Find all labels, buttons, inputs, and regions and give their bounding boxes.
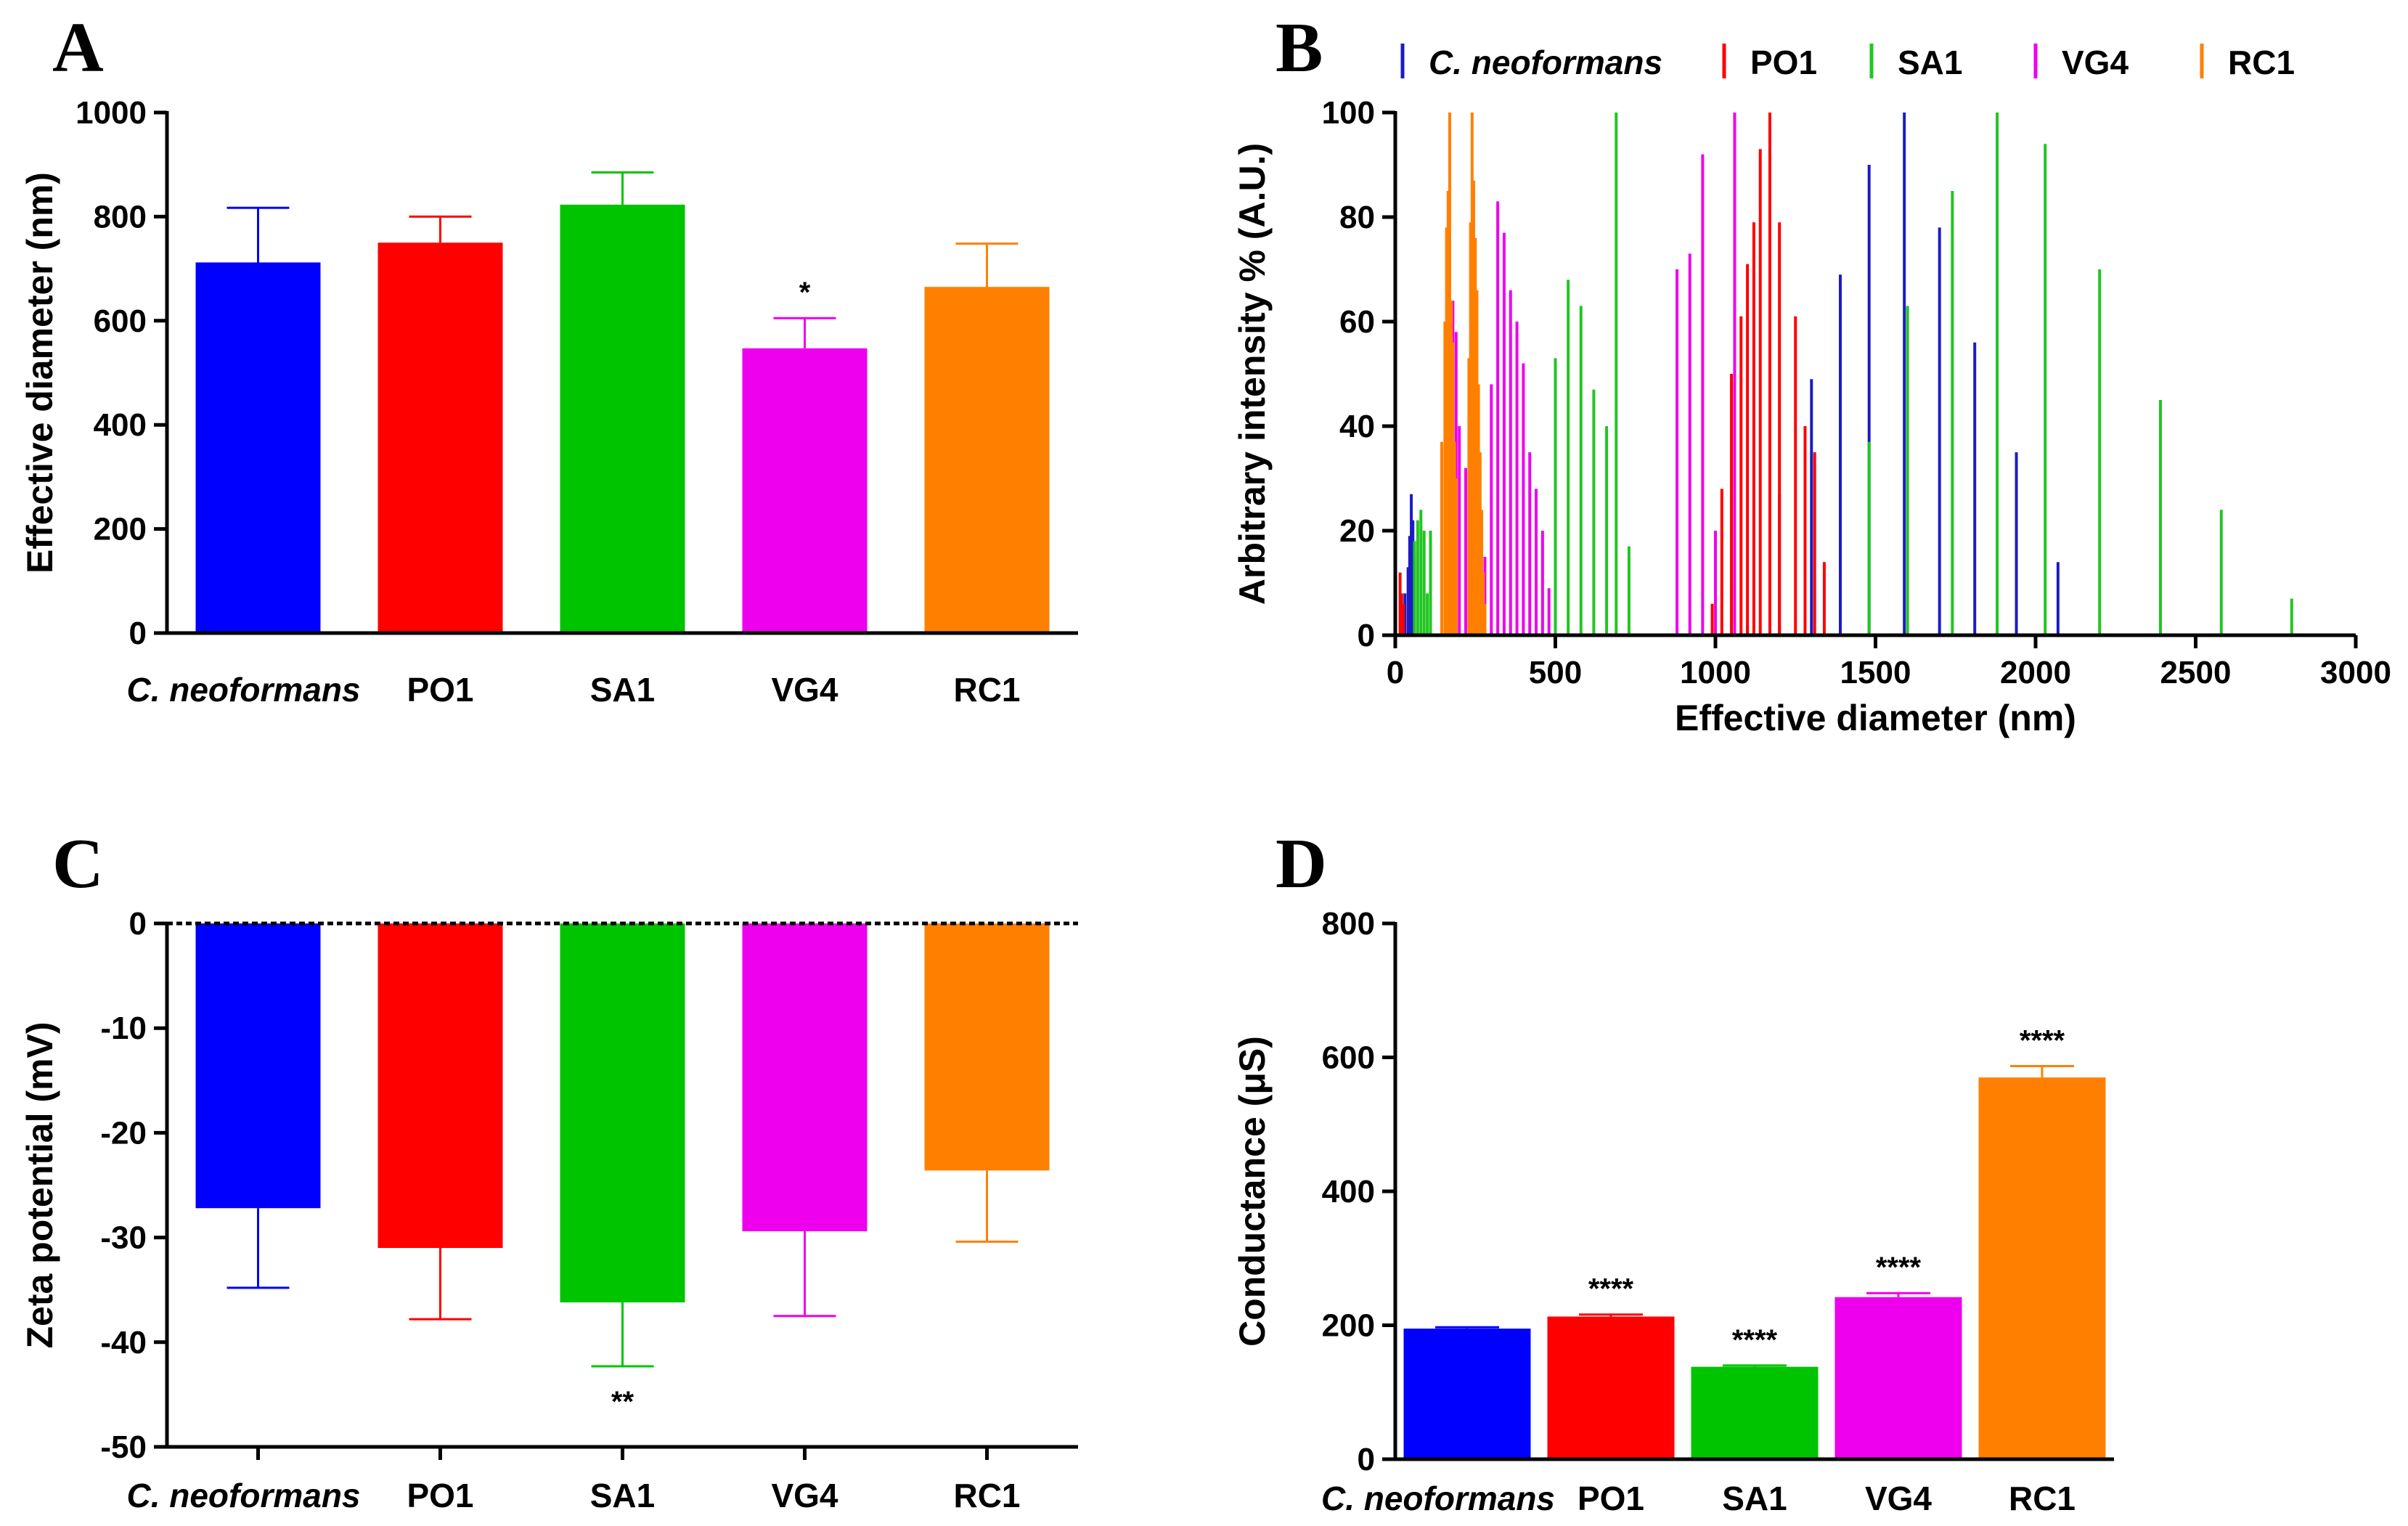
significance-vg4: * [799, 277, 811, 309]
legend: C. neoformans PO1 SA1 VG4 RC1 [1400, 44, 2295, 81]
y-tick-label: 80 [1339, 200, 1375, 235]
significance-sa1: **** [1732, 1324, 1778, 1356]
category-label-po1: PO1 [407, 671, 473, 709]
category-label-vg4: VG4 [771, 671, 838, 709]
x-tick-label: 2500 [2160, 655, 2232, 690]
y-tick-label: -20 [100, 1115, 147, 1151]
y-tick-label: 400 [94, 407, 147, 443]
category-label-c-neoformans: C. neoformans [1321, 1480, 1555, 1517]
y-tick-label: 100 [1322, 95, 1375, 131]
y-tick-label: 0 [129, 616, 147, 651]
y-axis-label: Effective diameter (nm) [20, 172, 60, 574]
panel-letter-c: C [52, 825, 104, 903]
category-label-po1: PO1 [1578, 1480, 1644, 1517]
category-label-vg4: VG4 [771, 1477, 838, 1514]
panel-a-effective-diameter-chart: 0 200 400 600 800 1000 Effective diameter (nm)… [20, 95, 1078, 709]
y-tick-label: 200 [94, 512, 147, 547]
x-tick-label: 3000 [2320, 655, 2391, 690]
panel-letter-b: B [1276, 9, 1323, 87]
bar-po1 [1547, 1316, 1675, 1459]
bar-vg4 [742, 923, 868, 1231]
x-tick-label: 1500 [1840, 655, 1911, 690]
panel-c-zeta-potential-chart: 0 -10 -20 -30 -40 -50 Zeta potential (mV) C. ne… [20, 906, 1078, 1514]
legend-label-sa1: SA1 [1898, 44, 1962, 81]
y-tick-label: -30 [100, 1220, 147, 1256]
y-tick-label: 0 [1358, 618, 1375, 653]
significance-vg4: **** [1876, 1252, 1922, 1284]
bar-c-neoformans [195, 262, 321, 633]
significance-po1: **** [1588, 1273, 1634, 1305]
category-label-rc1: RC1 [2009, 1480, 2076, 1517]
y-tick-label: 200 [1322, 1308, 1375, 1344]
y-axis-label: Arbitrary intensity % (A.U.) [1232, 143, 1273, 605]
significance-rc1: **** [2020, 1024, 2065, 1056]
y-tick-label: 20 [1339, 513, 1375, 549]
legend-label-c-neoformans: C. neoformans [1429, 44, 1662, 81]
bar-po1 [377, 242, 503, 633]
y-tick-label: 0 [1358, 1442, 1375, 1477]
y-tick-label: 60 [1339, 304, 1375, 340]
y-tick-label: -50 [100, 1429, 147, 1465]
bar-vg4 [1834, 1297, 1962, 1459]
bar-po1 [377, 923, 503, 1249]
significance-sa1: ** [611, 1386, 634, 1418]
category-label-c-neoformans: C. neoformans [126, 671, 360, 709]
category-label-sa1: SA1 [1722, 1480, 1787, 1517]
y-tick-label: 40 [1339, 409, 1375, 444]
panel-letter-a: A [52, 9, 104, 87]
bar-c-neoformans [195, 923, 321, 1209]
bar-sa1 [1691, 1366, 1819, 1459]
category-label-rc1: RC1 [953, 671, 1020, 709]
bar-rc1 [924, 287, 1050, 633]
y-tick-label: 600 [94, 303, 147, 339]
y-tick-label: -10 [100, 1011, 147, 1046]
x-tick-label: 1000 [1680, 655, 1751, 690]
y-tick-label: 0 [129, 906, 147, 942]
legend-label-po1: PO1 [1750, 44, 1817, 81]
legend-label-rc1: RC1 [2228, 44, 2295, 81]
x-tick-label: 500 [1529, 655, 1582, 690]
bar-vg4 [742, 348, 868, 633]
bar-c-neoformans [1403, 1329, 1531, 1459]
y-axis-label: Conductance (μS) [1232, 1036, 1273, 1347]
y-tick-label: 600 [1322, 1040, 1375, 1076]
y-tick-label: 400 [1322, 1174, 1375, 1209]
y-tick-label: 800 [1322, 906, 1375, 942]
category-label-po1: PO1 [407, 1477, 473, 1514]
category-label-sa1: SA1 [590, 1477, 655, 1514]
bar-sa1 [560, 923, 685, 1303]
x-axis-label: Effective diameter (nm) [1675, 698, 2076, 738]
x-tick-label: 2000 [2000, 655, 2071, 690]
y-axis-label: Zeta potential (mV) [20, 1021, 60, 1348]
panel-d-conductance-chart: 0 200 400 600 800 Conductance (μS) C. neoforma… [1232, 906, 2114, 1517]
bar-sa1 [560, 204, 685, 633]
bar-rc1 [924, 923, 1050, 1171]
category-label-vg4: VG4 [1865, 1480, 1932, 1517]
panel-letter-d: D [1276, 825, 1327, 903]
category-label-sa1: SA1 [590, 671, 655, 709]
bar-rc1 [1978, 1077, 2106, 1459]
category-label-c-neoformans: C. neoformans [126, 1477, 360, 1514]
y-tick-label: 1000 [75, 95, 147, 131]
y-tick-label: -40 [100, 1325, 147, 1360]
y-tick-label: 800 [94, 199, 147, 234]
x-tick-label: 0 [1387, 655, 1404, 690]
legend-label-vg4: VG4 [2062, 44, 2129, 81]
category-label-rc1: RC1 [953, 1477, 1020, 1514]
